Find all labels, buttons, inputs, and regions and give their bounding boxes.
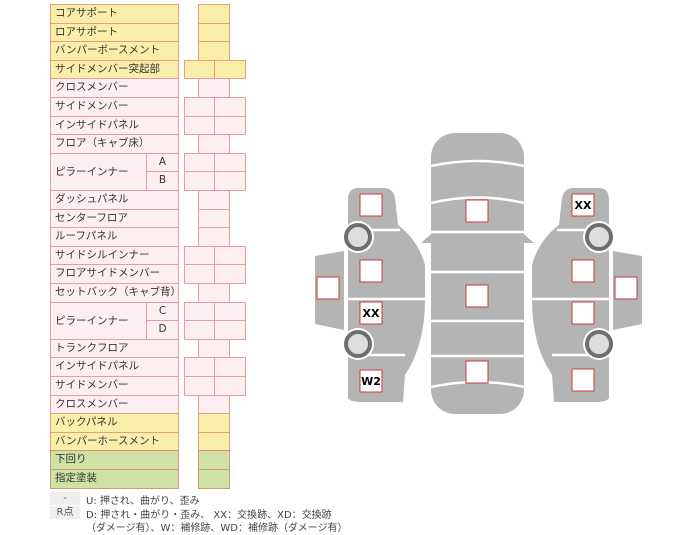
row-label: サイドシルインナー <box>50 245 179 266</box>
row-label: フロアサイドメンバー <box>50 264 179 284</box>
row-label: クロスメンバー <box>50 394 179 415</box>
inspection-marker <box>359 193 383 217</box>
inspection-marker <box>614 276 638 300</box>
inspection-marker <box>571 368 595 392</box>
inspection-marker <box>571 259 595 283</box>
legend-text-1: U: 押され、曲がり、歪み <box>86 496 200 507</box>
inspection-marker <box>359 301 383 325</box>
inspection-marker <box>465 360 489 384</box>
result-cell-right <box>214 376 246 396</box>
inspection-marker <box>571 301 595 325</box>
legend-key-r: R点 <box>50 506 80 519</box>
result-cell-right <box>214 59 246 80</box>
marker-label: XX <box>575 199 592 212</box>
inspection-marker <box>571 193 595 217</box>
row-label: バンパーボースメント <box>50 41 179 61</box>
legend-key-dash: - <box>50 492 80 505</box>
row-sub-label: C <box>146 301 179 322</box>
legend-text-3: （ダメージ有）、W：補修跡、WD：補修跡（ダメージ有） <box>86 523 348 534</box>
center-lines <box>430 159 525 389</box>
result-cell-right <box>214 171 246 191</box>
inspection-marker <box>465 199 489 223</box>
wheel-icon <box>344 330 372 358</box>
wheel-icon <box>344 223 372 251</box>
inspection-marker <box>359 369 383 393</box>
row-label: バンパーホースメント <box>50 431 179 452</box>
left-side-body <box>315 188 425 402</box>
result-cell <box>198 469 230 489</box>
inspection-marker <box>465 284 489 308</box>
row-label: サイドメンバー <box>50 97 179 117</box>
row-label: 指定塗装 <box>50 469 179 489</box>
result-cell-right <box>214 320 246 340</box>
row-label: ピラーインナー <box>50 301 147 340</box>
row-label: センターフロア <box>50 208 179 229</box>
marker-label: W2 <box>361 375 381 388</box>
row-sub-label: A <box>146 152 179 173</box>
row-label: クロスメンバー <box>50 78 179 98</box>
result-cell-right <box>214 264 246 284</box>
result-cell-right <box>214 115 246 136</box>
inspection-marker <box>359 259 383 283</box>
row-label: サイドメンバー突起部 <box>50 59 179 80</box>
row-label: バックパネル <box>50 413 179 433</box>
row-label: ピラーインナー <box>50 152 147 191</box>
inspection-marker <box>316 276 340 300</box>
marker-label: XX <box>363 307 380 320</box>
row-label: インサイドパネル <box>50 115 179 136</box>
legend-text-2: D: 押され・曲がり・歪み、 XX：交換跡、XD：交換跡 <box>86 510 332 521</box>
row-label: フロア（キャブ床） <box>50 134 179 154</box>
center-body <box>421 133 534 414</box>
